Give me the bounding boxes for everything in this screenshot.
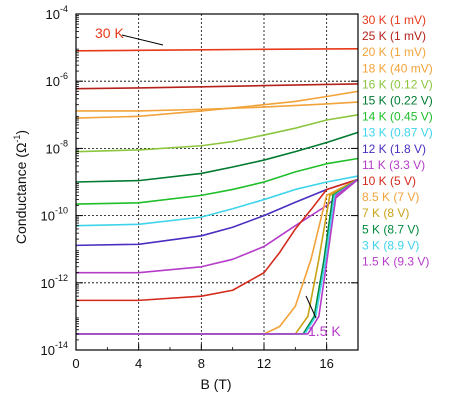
legend-entry: 18 K (40 mV) [362,61,433,75]
x-tick-label: 16 [319,356,333,371]
annotation-1-5k: 1.5 K [308,323,341,339]
y-tick-base: 10 [41,276,55,291]
y-tick-exponent: -14 [55,340,68,350]
y-axis-label-close: ) [13,130,29,135]
y-tick-exponent: -4 [60,4,68,14]
series-line-9 [76,178,359,274]
axis-ticks [75,13,358,351]
legend: 30 K (1 mV) 25 K (1 mV) 20 K (1 mV) 18 K (4… [362,13,433,269]
x-tick-label: 12 [257,356,271,371]
series-line-6 [75,157,359,205]
y-tick-label: 10-12 [41,273,68,291]
y-tick-base: 10 [41,209,55,224]
series-line-15 [76,178,359,335]
legend-entry: 11 K (3.3 V) [362,158,425,172]
legend-entry: 20 K (1 mV) [362,45,426,59]
legend-entry: 13 K (0.87 V) [362,126,433,140]
legend-entry: 1.5 K (9.3 V) [362,255,429,269]
annotation-30k-pointer [121,34,164,46]
legend-entry: 15 K (0.22 V) [362,94,433,108]
y-tick-base: 10 [46,141,60,156]
y-tick-exponent: -6 [60,71,68,81]
legend-entry: 12 K (1.8 V) [362,142,426,156]
annotation-1-5k-pointer [305,295,317,319]
y-tick-base: 10 [46,74,60,89]
y-axis-label: Conductance (Ω-1) [12,130,29,244]
x-axis-label: B (T) [200,376,231,392]
y-tick-label: 10-6 [46,71,68,89]
annotation-30k: 30 K [95,25,124,41]
data-series [75,48,359,335]
series-line-3 [75,90,359,119]
x-tick-label: 4 [135,356,142,371]
y-tick-label: 10-4 [46,4,68,22]
series-line-8 [75,178,359,247]
series-line-0 [75,48,359,52]
y-axis-label-main: Conductance (Ω [13,143,29,245]
series-line-1 [75,83,359,90]
series-line-5 [75,131,359,183]
legend-entry: 8.5 K (7 V) [362,190,419,204]
x-tick-label: 0 [72,356,79,371]
y-tick-base: 10 [41,343,55,358]
legend-entry: 16 K (0.12 V) [362,77,433,91]
y-tick-label: 10-8 [46,138,68,156]
legend-entry: 7 K (8 V) [362,206,409,220]
legend-entry: 30 K (1 mV) [362,13,426,27]
y-tick-label: 10-14 [41,340,68,358]
y-tick-exponent: -8 [60,138,68,148]
y-tick-exponent: -12 [55,273,68,283]
legend-entry: 5 K (8.7 V) [362,222,419,236]
series-line-10 [76,178,359,302]
x-tick-labels: 0 4 8 12 16 [72,356,334,371]
legend-entry: 10 K (5 V) [362,174,416,188]
y-tick-exponent: -10 [55,206,68,216]
plot-frame [75,13,359,351]
y-tick-base: 10 [46,7,60,22]
legend-entry: 25 K (1 mV) [362,29,426,43]
legend-entry: 14 K (0.45 V) [362,110,433,124]
x-tick-label: 8 [198,356,205,371]
legend-entry: 3 K (8.9 V) [362,238,419,252]
series-line-4 [75,114,359,153]
series-line-7 [75,175,359,227]
y-tick-label: 10-10 [41,206,68,224]
y-axis-label-sup: -1 [12,135,22,143]
